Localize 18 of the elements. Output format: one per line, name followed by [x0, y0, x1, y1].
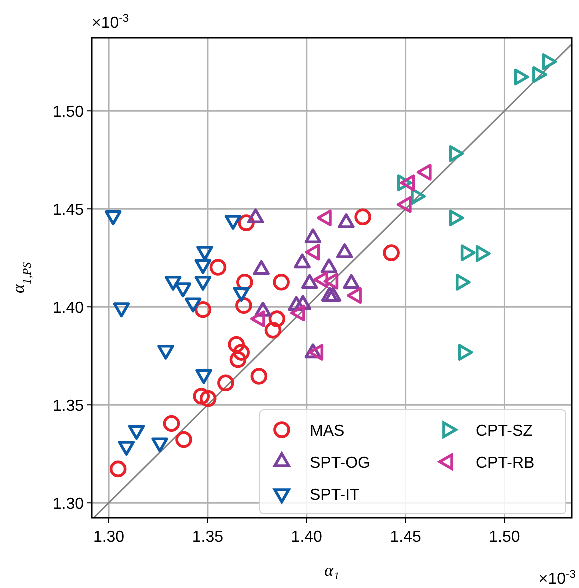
x-tick-label: 1.35	[192, 529, 224, 546]
legend-label: MAS	[310, 423, 345, 440]
y-tick-label: 1.45	[52, 202, 84, 220]
legend-label: SPT-IT	[310, 487, 360, 504]
legend-label: CPT-SZ	[476, 423, 534, 440]
y-tick-label: 1.50	[52, 104, 84, 122]
text: ×10$^{-3}$	[538, 569, 576, 588]
legend-label: CPT-RB	[476, 455, 535, 472]
legend-label: SPT-OG	[310, 455, 370, 472]
text: ×10$^{-3}$	[92, 13, 130, 32]
x-axis-title: α₁	[324, 561, 340, 580]
x-tick-label: 1.30	[93, 529, 125, 546]
y-tick-label: 1.35	[52, 398, 84, 416]
y-tick-label: 1.30	[52, 496, 84, 514]
y-tick-label: 1.40	[52, 300, 84, 318]
x-tick-label: 1.40	[291, 529, 323, 546]
x-tick-label: 1.50	[489, 529, 520, 546]
x-tick-label: 1.45	[390, 529, 422, 546]
